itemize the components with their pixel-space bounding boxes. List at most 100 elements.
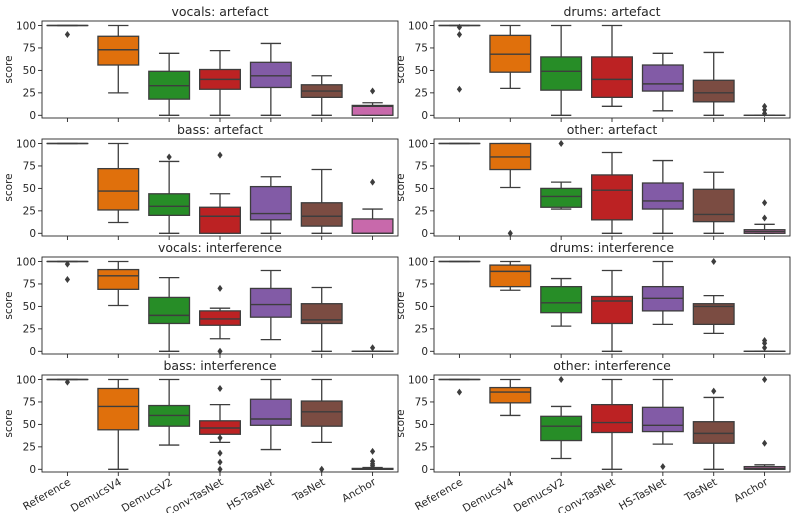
outlier-point — [217, 450, 222, 457]
y-tick-label: 100 — [16, 256, 36, 268]
y-tick-label: 75 — [415, 43, 428, 55]
box-hs-tasnet — [251, 177, 292, 234]
outlier-point — [762, 376, 767, 383]
y-tick-label: 50 — [23, 301, 36, 313]
box-iqr — [251, 288, 292, 317]
box-hs-tasnet — [643, 379, 684, 470]
panel-title: vocals: interference — [158, 240, 282, 255]
outlier-point — [217, 285, 222, 292]
outlier-point — [370, 448, 375, 455]
y-tick-label: 100 — [408, 138, 428, 150]
box-demucsv2 — [541, 279, 582, 327]
x-tick-label: Reference — [21, 476, 73, 513]
y-tick-label: 75 — [23, 43, 36, 55]
panel-title: other: interference — [553, 358, 671, 373]
box-demucsv4 — [490, 261, 531, 290]
panel-title: other: artefact — [567, 122, 658, 137]
box-demucsv4 — [490, 143, 531, 236]
y-tick-label: 25 — [415, 88, 428, 100]
box-iqr — [251, 62, 292, 87]
panel-title: drums: interference — [550, 240, 674, 255]
panel-title: bass: artefact — [177, 122, 263, 137]
box-tasnet — [301, 288, 342, 352]
box-tasnet — [693, 172, 734, 233]
x-tick-label: Anchor — [340, 476, 379, 505]
y-tick-label: 75 — [23, 397, 36, 409]
box-anchor — [352, 448, 393, 469]
y-tick-label: 0 — [421, 110, 428, 122]
box-reference — [47, 25, 88, 37]
outlier-point — [457, 389, 462, 396]
box-anchor — [352, 88, 393, 116]
box-demucsv4 — [490, 379, 531, 415]
outlier-point — [457, 31, 462, 38]
box-iqr — [592, 57, 633, 97]
box-conv-tasnet — [200, 385, 241, 473]
box-iqr — [541, 57, 582, 90]
x-tick-label: HS-TasNet — [225, 476, 276, 513]
box-demucsv2 — [149, 278, 190, 352]
box-hs-tasnet — [643, 53, 684, 110]
y-tick-label: 0 — [29, 228, 36, 240]
box-tasnet — [301, 379, 342, 472]
y-axis-label: score — [3, 55, 15, 83]
panel-title: vocals: artefact — [172, 4, 269, 19]
y-tick-label: 25 — [23, 324, 36, 336]
box-reference — [439, 379, 480, 395]
box-conv-tasnet — [592, 270, 633, 351]
y-tick-label: 50 — [415, 183, 428, 195]
panel-title: drums: artefact — [563, 4, 660, 19]
y-tick-label: 25 — [415, 442, 428, 454]
box-iqr — [693, 189, 734, 221]
x-tick-label: DemucsV4 — [461, 476, 516, 513]
x-tick-label: DemucsV4 — [69, 476, 124, 513]
outlier-point — [65, 31, 70, 38]
outlier-point — [217, 434, 222, 441]
box-iqr — [693, 422, 734, 444]
box-iqr — [98, 270, 139, 290]
y-tick-label: 75 — [415, 279, 428, 291]
box-anchor — [744, 199, 785, 233]
y-tick-label: 100 — [408, 20, 428, 32]
box-iqr — [592, 405, 633, 433]
y-tick-label: 75 — [23, 279, 36, 291]
box-iqr — [693, 80, 734, 102]
box-conv-tasnet — [592, 25, 633, 106]
box-iqr — [301, 401, 342, 426]
x-tick-label: Conv-TasNet — [164, 476, 226, 513]
y-tick-label: 0 — [29, 110, 36, 122]
axes-frame — [42, 257, 398, 354]
box-tasnet — [693, 388, 734, 470]
box-iqr — [541, 188, 582, 207]
y-tick-label: 50 — [415, 65, 428, 77]
outlier-point — [559, 140, 564, 147]
box-iqr — [541, 287, 582, 313]
y-tick-label: 75 — [415, 397, 428, 409]
x-tick-label: TasNet — [682, 476, 719, 504]
outlier-point — [762, 440, 767, 447]
y-tick-label: 25 — [23, 442, 36, 454]
box-demucsv2 — [541, 140, 582, 209]
y-tick-label: 75 — [415, 161, 428, 173]
box-conv-tasnet — [200, 152, 241, 234]
box-iqr — [490, 388, 531, 403]
box-anchor — [744, 103, 785, 117]
box-iqr — [149, 297, 190, 323]
x-tick-label: HS-TasNet — [617, 476, 668, 513]
y-tick-label: 0 — [29, 346, 36, 358]
box-conv-tasnet — [592, 379, 633, 469]
box-conv-tasnet — [200, 285, 241, 355]
box-iqr — [251, 187, 292, 220]
outlier-point — [762, 215, 767, 222]
box-conv-tasnet — [592, 152, 633, 233]
box-iqr — [301, 203, 342, 226]
x-tick-label: Conv-TasNet — [556, 476, 618, 513]
outlier-point — [660, 463, 665, 470]
y-tick-label: 50 — [415, 419, 428, 431]
box-demucsv2 — [149, 379, 190, 445]
